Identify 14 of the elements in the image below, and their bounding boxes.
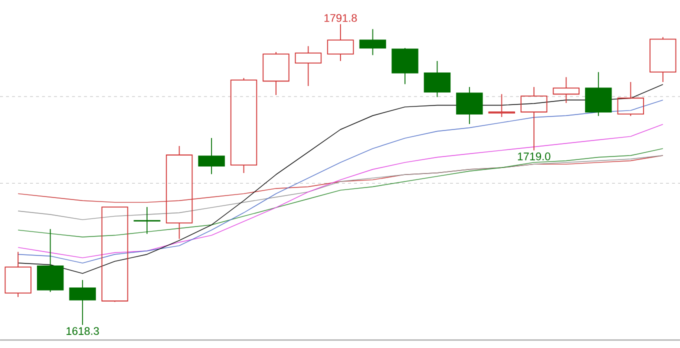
- candlestick: [650, 36, 676, 82]
- annotation: 1618.3: [66, 327, 99, 335]
- candlestick: [617, 82, 644, 116]
- candlestick: [552, 76, 580, 104]
- candlestick: [294, 46, 322, 86]
- candlestick: [327, 24, 354, 62]
- candlestick: [134, 206, 160, 234]
- candlestick: [520, 86, 548, 151]
- candlestick: [262, 52, 290, 96]
- candlestick: [4, 251, 32, 298]
- annotation: 1791.8: [324, 14, 357, 22]
- annotation: 1719.0: [518, 152, 550, 160]
- candlestick: [230, 78, 258, 174]
- candlestick: [488, 94, 516, 118]
